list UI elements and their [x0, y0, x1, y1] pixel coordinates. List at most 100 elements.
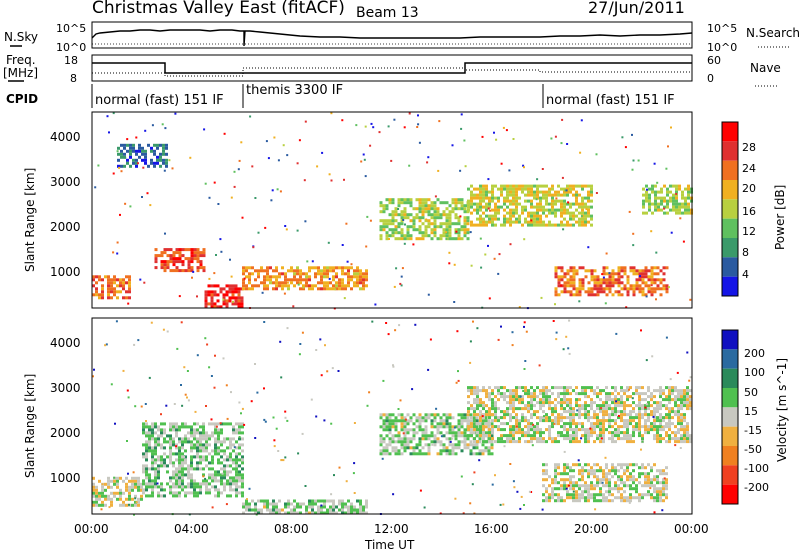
- heatmap-cell: [578, 469, 581, 472]
- heatmap-cell: [170, 248, 173, 251]
- heatmap-cell: [172, 428, 175, 431]
- heatmap-cell: [632, 487, 635, 490]
- heatmap-cell: [419, 210, 422, 213]
- heatmap-cell: [687, 188, 690, 191]
- heatmap-cell: [635, 496, 638, 499]
- heatmap-cell: [582, 281, 585, 284]
- heatmap-cell: [452, 210, 455, 213]
- heatmap-cell: [199, 491, 202, 494]
- heatmap-cell: [434, 440, 437, 443]
- colorbar-block: [722, 257, 738, 276]
- heatmap-cell: [467, 209, 470, 212]
- heatmap-cell: [122, 480, 125, 483]
- heatmap-cell: [555, 269, 558, 272]
- heatmap-cell: [539, 203, 542, 206]
- heatmap-cell: [161, 266, 164, 269]
- heatmap-cell: [587, 191, 590, 194]
- freq-left-tick-top: 18: [64, 54, 78, 67]
- heatmap-cell: [560, 215, 563, 218]
- heatmap-cell: [275, 269, 278, 272]
- heatmap-cell: [410, 440, 413, 443]
- heatmap-cell: [163, 464, 166, 467]
- heatmap-cell: [232, 479, 235, 482]
- heatmap-cell: [226, 293, 229, 296]
- heatmap-cell: [518, 437, 521, 440]
- heatmap-cell: [647, 407, 650, 410]
- heatmap-cell: [365, 272, 368, 275]
- heatmap-cell: [302, 278, 305, 281]
- xtick-5: 20:00: [574, 522, 609, 536]
- heatmap-cell: [564, 290, 567, 293]
- heatmap-cell: [623, 431, 626, 434]
- heatmap-cell: [491, 452, 494, 455]
- heatmap-cell: [581, 203, 584, 206]
- heatmap-cell: [131, 480, 134, 483]
- heatmap-cell: [232, 482, 235, 485]
- heatmap-cell: [311, 506, 314, 509]
- heatmap-cell: [660, 278, 663, 281]
- heatmap-speckle: [133, 344, 135, 346]
- heatmap-cell: [338, 281, 341, 284]
- heatmap-cell: [190, 467, 193, 470]
- heatmap-cell: [341, 503, 344, 506]
- heatmap-cell: [629, 463, 632, 466]
- heatmap-cell: [654, 185, 657, 188]
- heatmap-cell: [362, 278, 365, 281]
- heatmap-cell: [572, 224, 575, 227]
- colorbar-block: [722, 388, 738, 407]
- heatmap-cell: [548, 221, 551, 224]
- heatmap-cell: [497, 200, 500, 203]
- heatmap-cell: [651, 203, 654, 206]
- colorbar-block: [722, 349, 738, 368]
- heatmap-cell: [275, 503, 278, 506]
- heatmap-cell: [380, 204, 383, 207]
- heatmap-cell: [648, 209, 651, 212]
- heatmap-speckle: [203, 128, 205, 130]
- heatmap-cell: [211, 302, 214, 305]
- heatmap-cell: [476, 206, 479, 209]
- heatmap-cell: [278, 275, 281, 278]
- heatmap-cell: [663, 200, 666, 203]
- heatmap-cell: [635, 484, 638, 487]
- heatmap-cell: [485, 194, 488, 197]
- heatmap-cell: [639, 278, 642, 281]
- heatmap-speckle: [149, 377, 151, 379]
- heatmap-cell: [401, 213, 404, 216]
- heatmap-cell: [383, 210, 386, 213]
- heatmap-cell: [674, 386, 677, 389]
- heatmap-cell: [644, 410, 647, 413]
- heatmap-cell: [449, 443, 452, 446]
- heatmap-speckle: [596, 153, 598, 155]
- heatmap-cell: [476, 386, 479, 389]
- heatmap-cell: [575, 434, 578, 437]
- heatmap-cell: [588, 287, 591, 290]
- heatmap-cell: [260, 266, 263, 269]
- heatmap-cell: [229, 422, 232, 425]
- heatmap-speckle: [239, 160, 241, 162]
- heatmap-speckle: [186, 397, 188, 399]
- heatmap-cell: [226, 464, 229, 467]
- heatmap-cell: [575, 215, 578, 218]
- heatmap-cell: [524, 425, 527, 428]
- heatmap-cell: [157, 440, 160, 443]
- heatmap-cell: [644, 413, 647, 416]
- heatmap-cell: [629, 413, 632, 416]
- heatmap-cell: [533, 185, 536, 188]
- velocity-ylabel: Slant Range [km]: [23, 374, 37, 478]
- heatmap-cell: [680, 437, 683, 440]
- heatmap-cell: [128, 489, 131, 492]
- heatmap-cell: [461, 440, 464, 443]
- heatmap-cell: [515, 200, 518, 203]
- heatmap-cell: [467, 422, 470, 425]
- heatmap-cell: [151, 494, 154, 497]
- heatmap-cell: [119, 278, 122, 281]
- heatmap-speckle: [640, 449, 642, 451]
- heatmap-cell: [470, 194, 473, 197]
- heatmap-cell: [311, 266, 314, 269]
- heatmap-cell: [134, 477, 137, 480]
- heatmap-cell: [434, 219, 437, 222]
- heatmap-cell: [573, 278, 576, 281]
- heatmap-cell: [242, 506, 245, 509]
- heatmap-cell: [686, 434, 689, 437]
- heatmap-speckle: [113, 173, 115, 175]
